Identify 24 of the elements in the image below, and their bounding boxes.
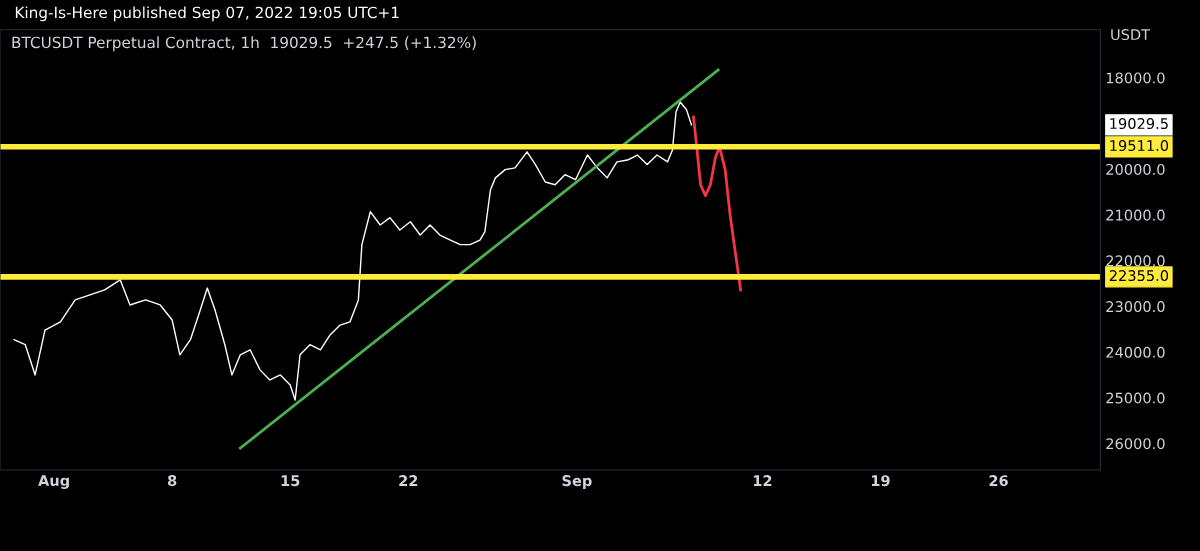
y-tick-label: 26000.0	[1106, 438, 1165, 450]
line-series	[13, 101, 693, 401]
y-tick-label: 18000.0	[1106, 72, 1165, 84]
y-axis-title: USDT	[1111, 29, 1151, 41]
x-tick-label: 8	[167, 475, 177, 487]
y-tick-label: 20000.0	[1106, 163, 1165, 175]
ref-line-label: 22355.0	[1109, 270, 1169, 282]
x-tick-label: 22	[399, 475, 418, 486]
chart-title: BTCUSDT Perpetual Contract, 1h 19029.5 +247.5 (+1.32%)	[12, 36, 476, 52]
x-tick-label: 15	[281, 475, 300, 487]
ref-line-label: 19511.0	[1110, 140, 1169, 152]
y-tick-label: 22000.0	[1106, 255, 1165, 267]
x-tick-label: 26	[989, 475, 1008, 487]
x-tick-label: Aug	[38, 475, 69, 489]
line-series	[692, 115, 743, 292]
y-tick-label: 21000.0	[1106, 209, 1165, 221]
x-tick-label: 12	[753, 475, 772, 486]
y-tick-label: 23000.0	[1106, 301, 1165, 313]
x-tick-label: 19	[871, 475, 890, 487]
text: 19029.5	[1110, 118, 1168, 130]
y-tick-label: 24000.0	[1106, 346, 1165, 358]
text: King-Is-Here published Sep 07, 2022 19:05 UTC+1	[15, 6, 399, 22]
x-tick-label: Sep	[562, 475, 592, 489]
y-tick-label: 25000.0	[1106, 392, 1165, 404]
